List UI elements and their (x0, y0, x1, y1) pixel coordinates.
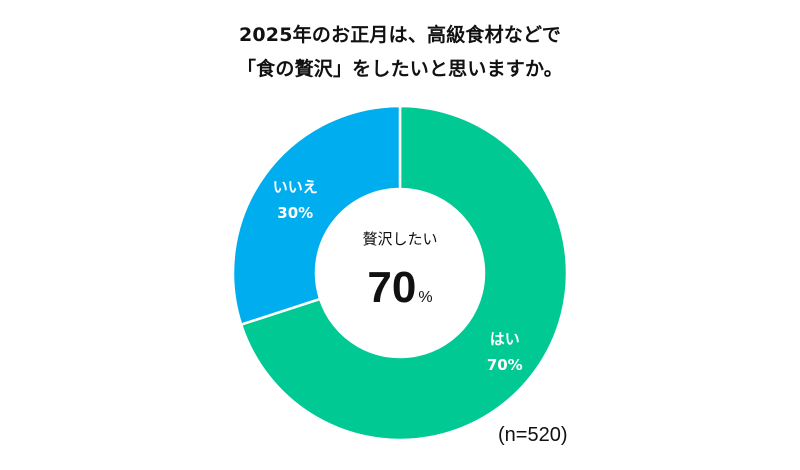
sample-size-note: (n=520) (498, 424, 568, 446)
center-value-unit: % (418, 289, 432, 306)
slice-no (231, 104, 402, 327)
center-value-number: 70 (367, 263, 416, 312)
slice-label-value-1: 30% (277, 204, 313, 222)
slice-label-category-1: いいえ (273, 178, 318, 196)
slice-label-value-0: 70% (487, 356, 523, 374)
chart-title-line-2: 「食の贅沢」をしたいと思いますか。 (236, 58, 564, 80)
slice-yes (239, 104, 569, 442)
chart-title-line-1: 2025年のお正月は、高級食材などで (238, 24, 562, 46)
center-value: 70% (367, 263, 432, 312)
center-label: 贅沢したい (362, 230, 437, 248)
slice-label-category-0: はい (490, 330, 520, 348)
donut-slices (231, 104, 569, 442)
slice-labels: はい 70% いいえ 30% (273, 178, 523, 374)
